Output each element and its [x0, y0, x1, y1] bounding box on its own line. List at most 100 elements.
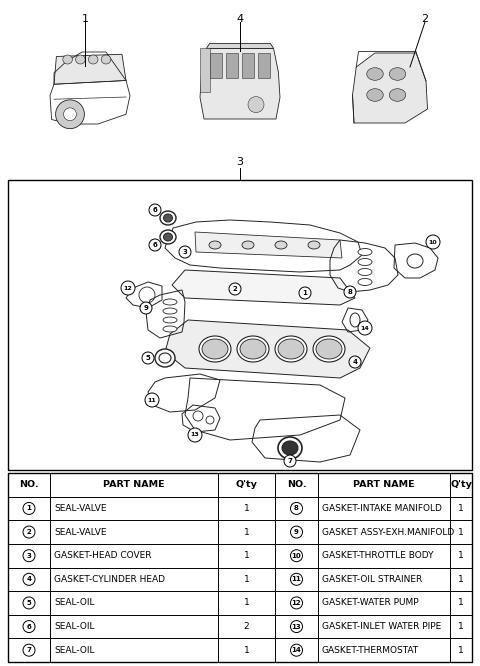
Ellipse shape	[63, 55, 72, 64]
Text: GASKET-HEAD COVER: GASKET-HEAD COVER	[54, 551, 152, 560]
Text: 3: 3	[182, 249, 187, 255]
Text: PART NAME: PART NAME	[353, 480, 415, 490]
Text: 1: 1	[458, 646, 464, 655]
Text: 1: 1	[458, 551, 464, 560]
Circle shape	[290, 549, 302, 561]
Circle shape	[149, 239, 161, 251]
Ellipse shape	[367, 68, 383, 81]
Ellipse shape	[164, 233, 172, 241]
Ellipse shape	[240, 339, 266, 359]
Ellipse shape	[308, 241, 320, 249]
Text: 14: 14	[360, 326, 370, 330]
Text: GASKET-CYLINDER HEAD: GASKET-CYLINDER HEAD	[54, 575, 165, 584]
Circle shape	[358, 321, 372, 335]
Circle shape	[23, 549, 35, 561]
Text: Q'ty: Q'ty	[450, 480, 472, 490]
Text: 11: 11	[148, 398, 156, 402]
Ellipse shape	[163, 308, 177, 314]
Text: 4: 4	[352, 359, 358, 365]
Circle shape	[290, 644, 302, 656]
Circle shape	[23, 644, 35, 656]
Text: GASKET-WATER PUMP: GASKET-WATER PUMP	[322, 599, 419, 607]
Ellipse shape	[313, 336, 345, 362]
Ellipse shape	[389, 68, 406, 81]
Circle shape	[23, 526, 35, 538]
Circle shape	[299, 287, 311, 299]
Text: GASKET-INLET WATER PIPE: GASKET-INLET WATER PIPE	[322, 622, 441, 631]
Text: 6: 6	[26, 623, 31, 629]
Text: 2: 2	[26, 529, 31, 535]
Bar	[258, 53, 270, 78]
Text: NO.: NO.	[19, 480, 39, 490]
Bar	[210, 53, 222, 78]
Text: 9: 9	[294, 529, 299, 535]
Text: 5: 5	[145, 355, 150, 361]
Ellipse shape	[358, 278, 372, 286]
Ellipse shape	[275, 241, 287, 249]
Polygon shape	[195, 232, 342, 258]
Text: 1: 1	[244, 646, 250, 655]
Text: 6: 6	[153, 242, 157, 248]
Bar	[227, 53, 238, 78]
Text: 3: 3	[26, 553, 31, 559]
Ellipse shape	[278, 437, 302, 459]
Circle shape	[23, 573, 35, 585]
Circle shape	[63, 108, 76, 121]
Text: 2: 2	[244, 622, 249, 631]
Text: 8: 8	[294, 505, 299, 511]
Polygon shape	[206, 43, 274, 49]
Ellipse shape	[164, 214, 172, 222]
Text: GASKET-OIL STRAINER: GASKET-OIL STRAINER	[322, 575, 422, 584]
Text: 13: 13	[191, 432, 199, 438]
Text: SEAL-OIL: SEAL-OIL	[54, 622, 95, 631]
Circle shape	[149, 204, 161, 216]
Text: 12: 12	[292, 600, 301, 606]
Text: 1: 1	[458, 527, 464, 537]
Ellipse shape	[88, 55, 98, 64]
Text: SEAL-VALVE: SEAL-VALVE	[54, 504, 107, 513]
Text: 2: 2	[421, 14, 429, 24]
Circle shape	[229, 283, 241, 295]
Circle shape	[284, 455, 296, 467]
Polygon shape	[352, 53, 428, 123]
Ellipse shape	[367, 89, 383, 101]
Circle shape	[349, 356, 361, 368]
Text: 10: 10	[292, 553, 301, 559]
Text: GASKET-THERMOSTAT: GASKET-THERMOSTAT	[322, 646, 419, 655]
Ellipse shape	[358, 248, 372, 256]
Text: 1: 1	[458, 575, 464, 584]
Ellipse shape	[282, 441, 298, 455]
Text: Q'ty: Q'ty	[236, 480, 257, 490]
Text: 1: 1	[244, 599, 250, 607]
Ellipse shape	[75, 55, 85, 64]
Text: 7: 7	[26, 647, 31, 653]
Ellipse shape	[101, 55, 111, 64]
Text: 1: 1	[458, 504, 464, 513]
Text: 8: 8	[348, 289, 352, 295]
Ellipse shape	[199, 336, 231, 362]
Ellipse shape	[389, 89, 406, 101]
Ellipse shape	[237, 336, 269, 362]
Polygon shape	[172, 270, 355, 305]
Text: GASKET-INTAKE MANIFOLD: GASKET-INTAKE MANIFOLD	[322, 504, 442, 513]
Text: SEAL-OIL: SEAL-OIL	[54, 646, 95, 655]
Circle shape	[344, 286, 356, 298]
Ellipse shape	[163, 317, 177, 323]
Bar	[242, 53, 253, 78]
Text: 5: 5	[26, 600, 31, 606]
Circle shape	[23, 597, 35, 609]
Circle shape	[290, 502, 302, 514]
Text: 1: 1	[458, 622, 464, 631]
Circle shape	[121, 281, 135, 295]
Text: 1: 1	[244, 575, 250, 584]
Text: 1: 1	[26, 505, 31, 511]
Ellipse shape	[163, 326, 177, 332]
Text: PART NAME: PART NAME	[103, 480, 165, 490]
Bar	[8, 473, 472, 662]
Text: 3: 3	[237, 157, 243, 167]
Text: GASKET-THROTTLE BODY: GASKET-THROTTLE BODY	[322, 551, 433, 560]
Text: 4: 4	[26, 576, 32, 582]
Circle shape	[145, 393, 159, 407]
Text: 1: 1	[82, 14, 88, 24]
Text: 2: 2	[233, 286, 238, 292]
